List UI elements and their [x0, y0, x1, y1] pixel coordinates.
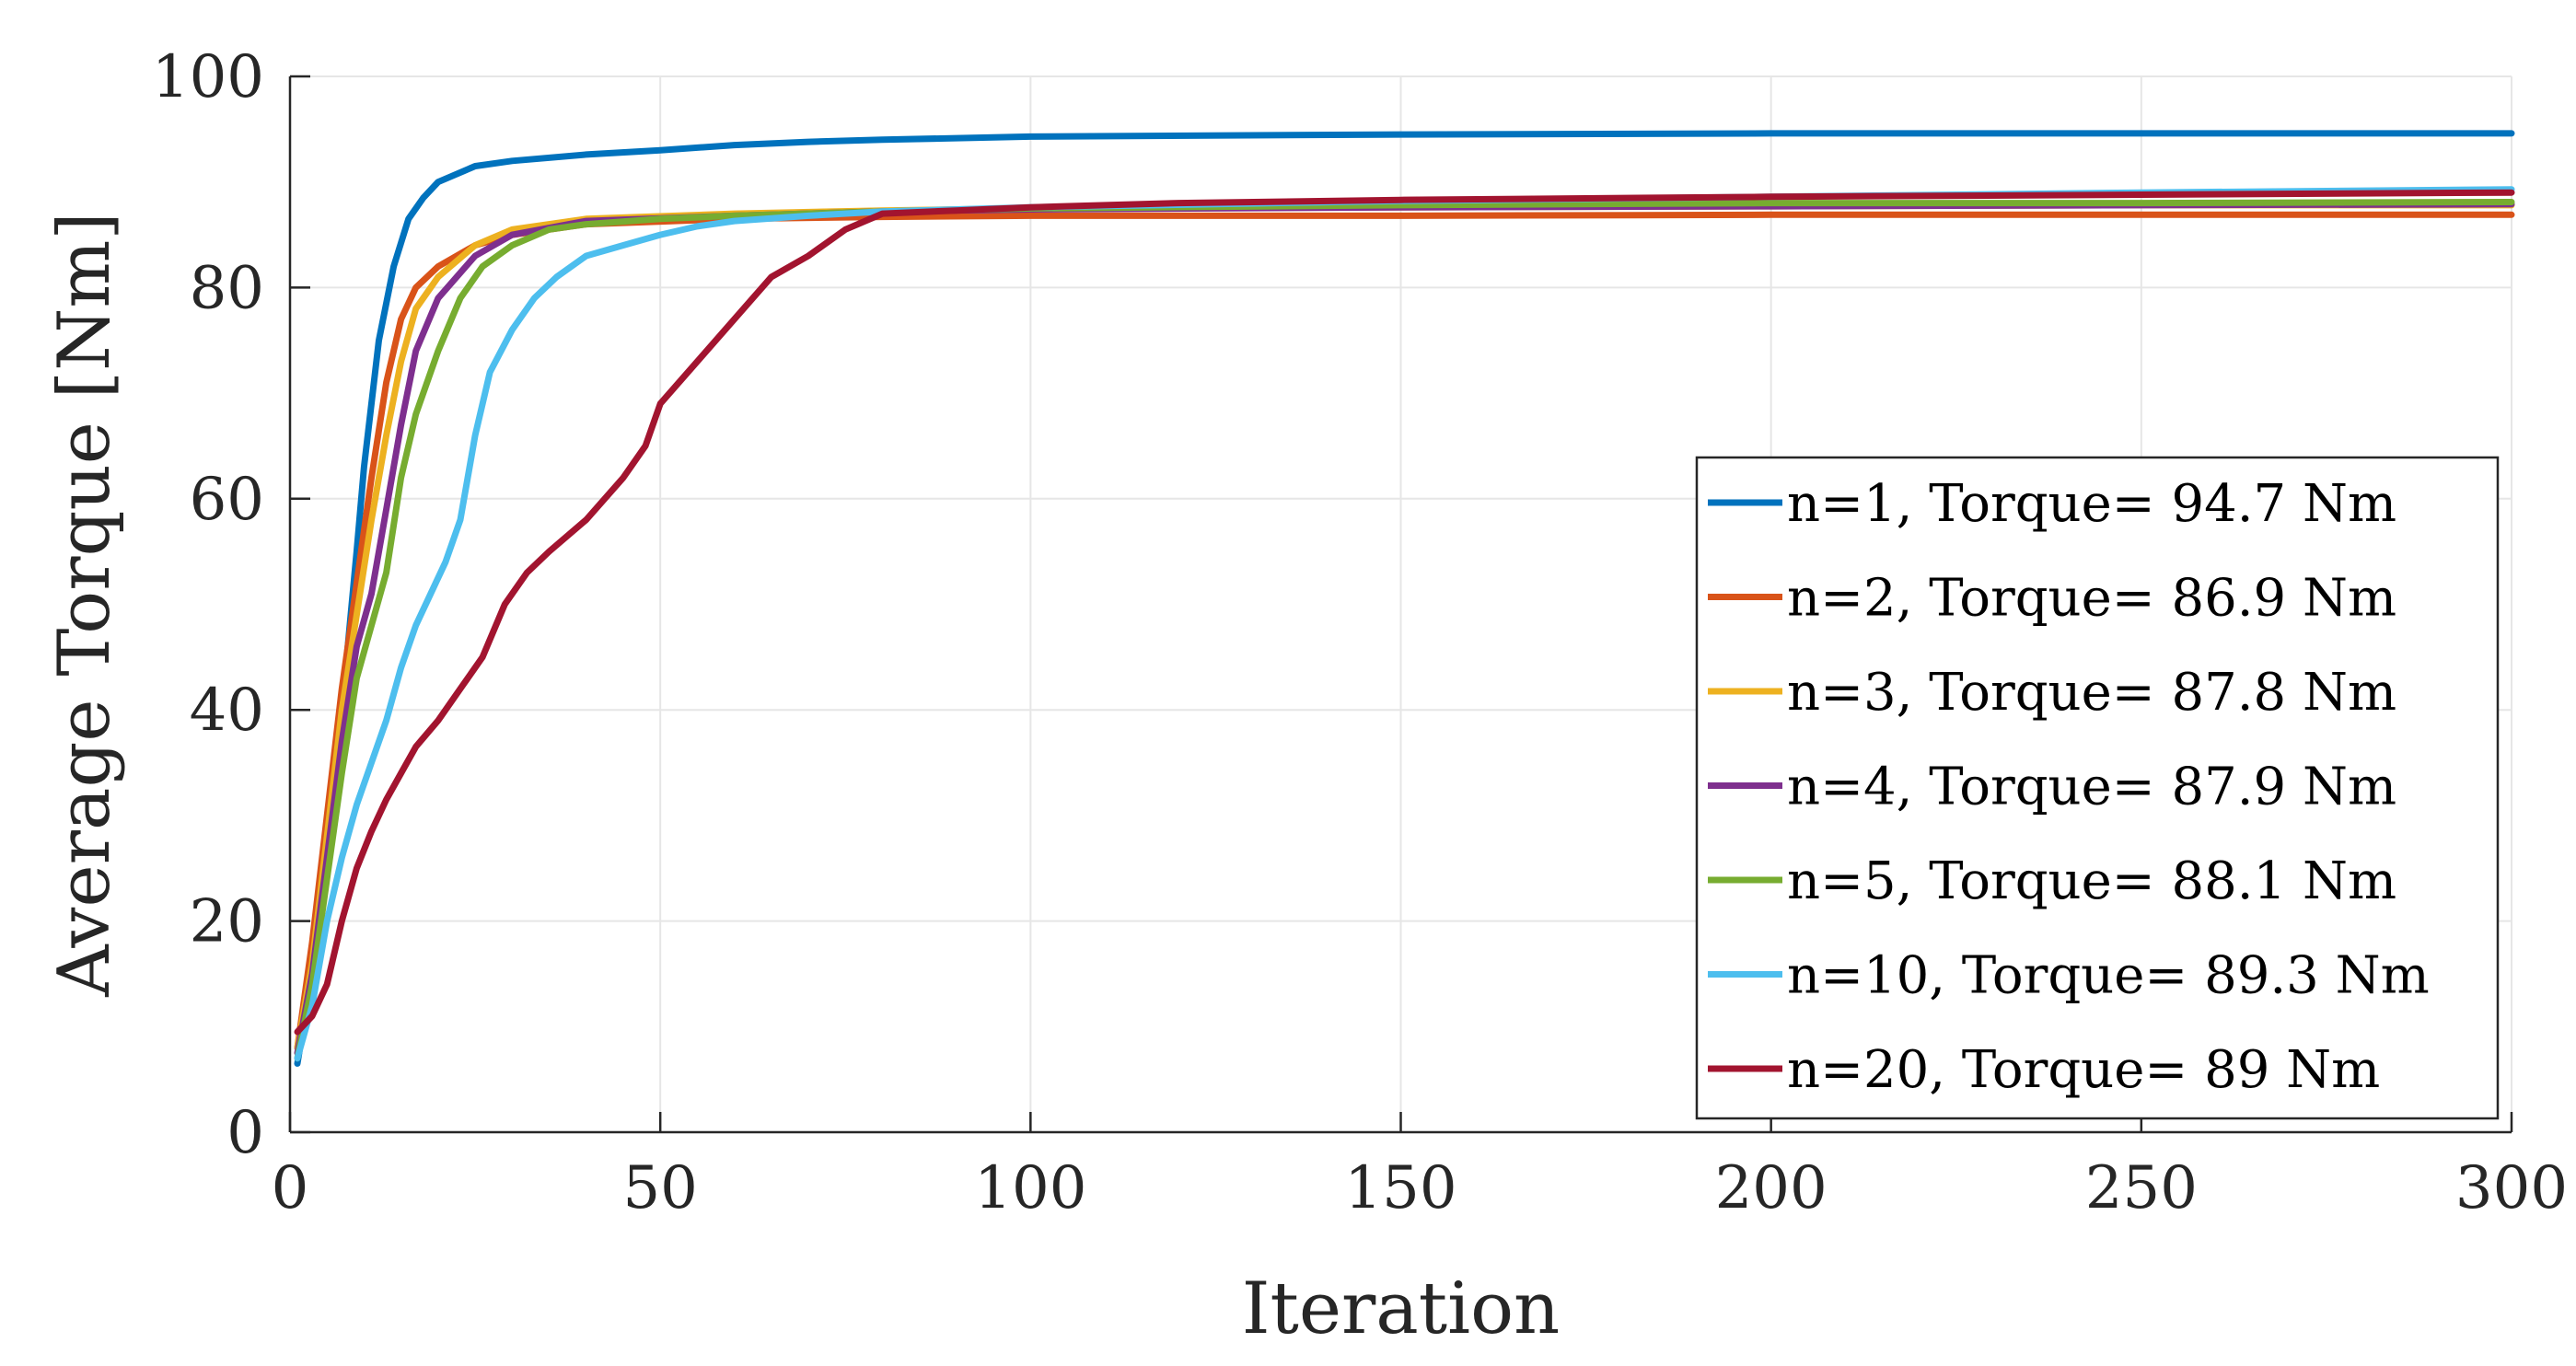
legend-label: n=10, Torque= 89.3 Nm [1787, 946, 2430, 1006]
x-tick-label: 250 [2085, 1154, 2198, 1222]
series-line-7 [294, 189, 2515, 1036]
y-tick-label: 80 [190, 254, 264, 322]
y-axis-label: Average Torque [Nm] [43, 212, 126, 997]
series-line-2 [294, 211, 2515, 1051]
legend-label: n=20, Torque= 89 Nm [1787, 1040, 2380, 1100]
x-tick-label: 50 [622, 1154, 697, 1222]
legend-label: n=5, Torque= 88.1 Nm [1787, 851, 2396, 911]
legend-label: n=4, Torque= 87.9 Nm [1787, 758, 2396, 817]
x-tick-label: 300 [2455, 1154, 2568, 1222]
x-axis-label: Iteration [1242, 1268, 1561, 1350]
legend: n=1, Torque= 94.7 Nm n=2, Torque= 86.9 Nm… [1695, 456, 2500, 1120]
legend-label: n=1, Torque= 94.7 Nm [1787, 474, 2396, 534]
y-tick-label: 20 [190, 888, 264, 956]
y-tick-label: 40 [190, 677, 264, 745]
x-tick-label: 150 [1344, 1154, 1456, 1222]
legend-box [1695, 456, 2500, 1120]
legend-label: n=2, Torque= 86.9 Nm [1787, 569, 2396, 629]
y-tick-label: 60 [190, 466, 264, 534]
legend-label: n=3, Torque= 87.8 Nm [1787, 663, 2396, 723]
x-tick-label: 0 [272, 1154, 309, 1222]
x-tick-label: 200 [1715, 1154, 1828, 1222]
tick-labels: 0 50 100 150 200 250 300 0 20 40 60 80 100 [152, 43, 2568, 1222]
axes [288, 75, 2513, 1134]
y-tick-label: 0 [226, 1099, 264, 1167]
series-layer [294, 130, 2515, 1067]
x-tick-label: 100 [974, 1154, 1086, 1222]
y-tick-label: 100 [152, 43, 264, 111]
